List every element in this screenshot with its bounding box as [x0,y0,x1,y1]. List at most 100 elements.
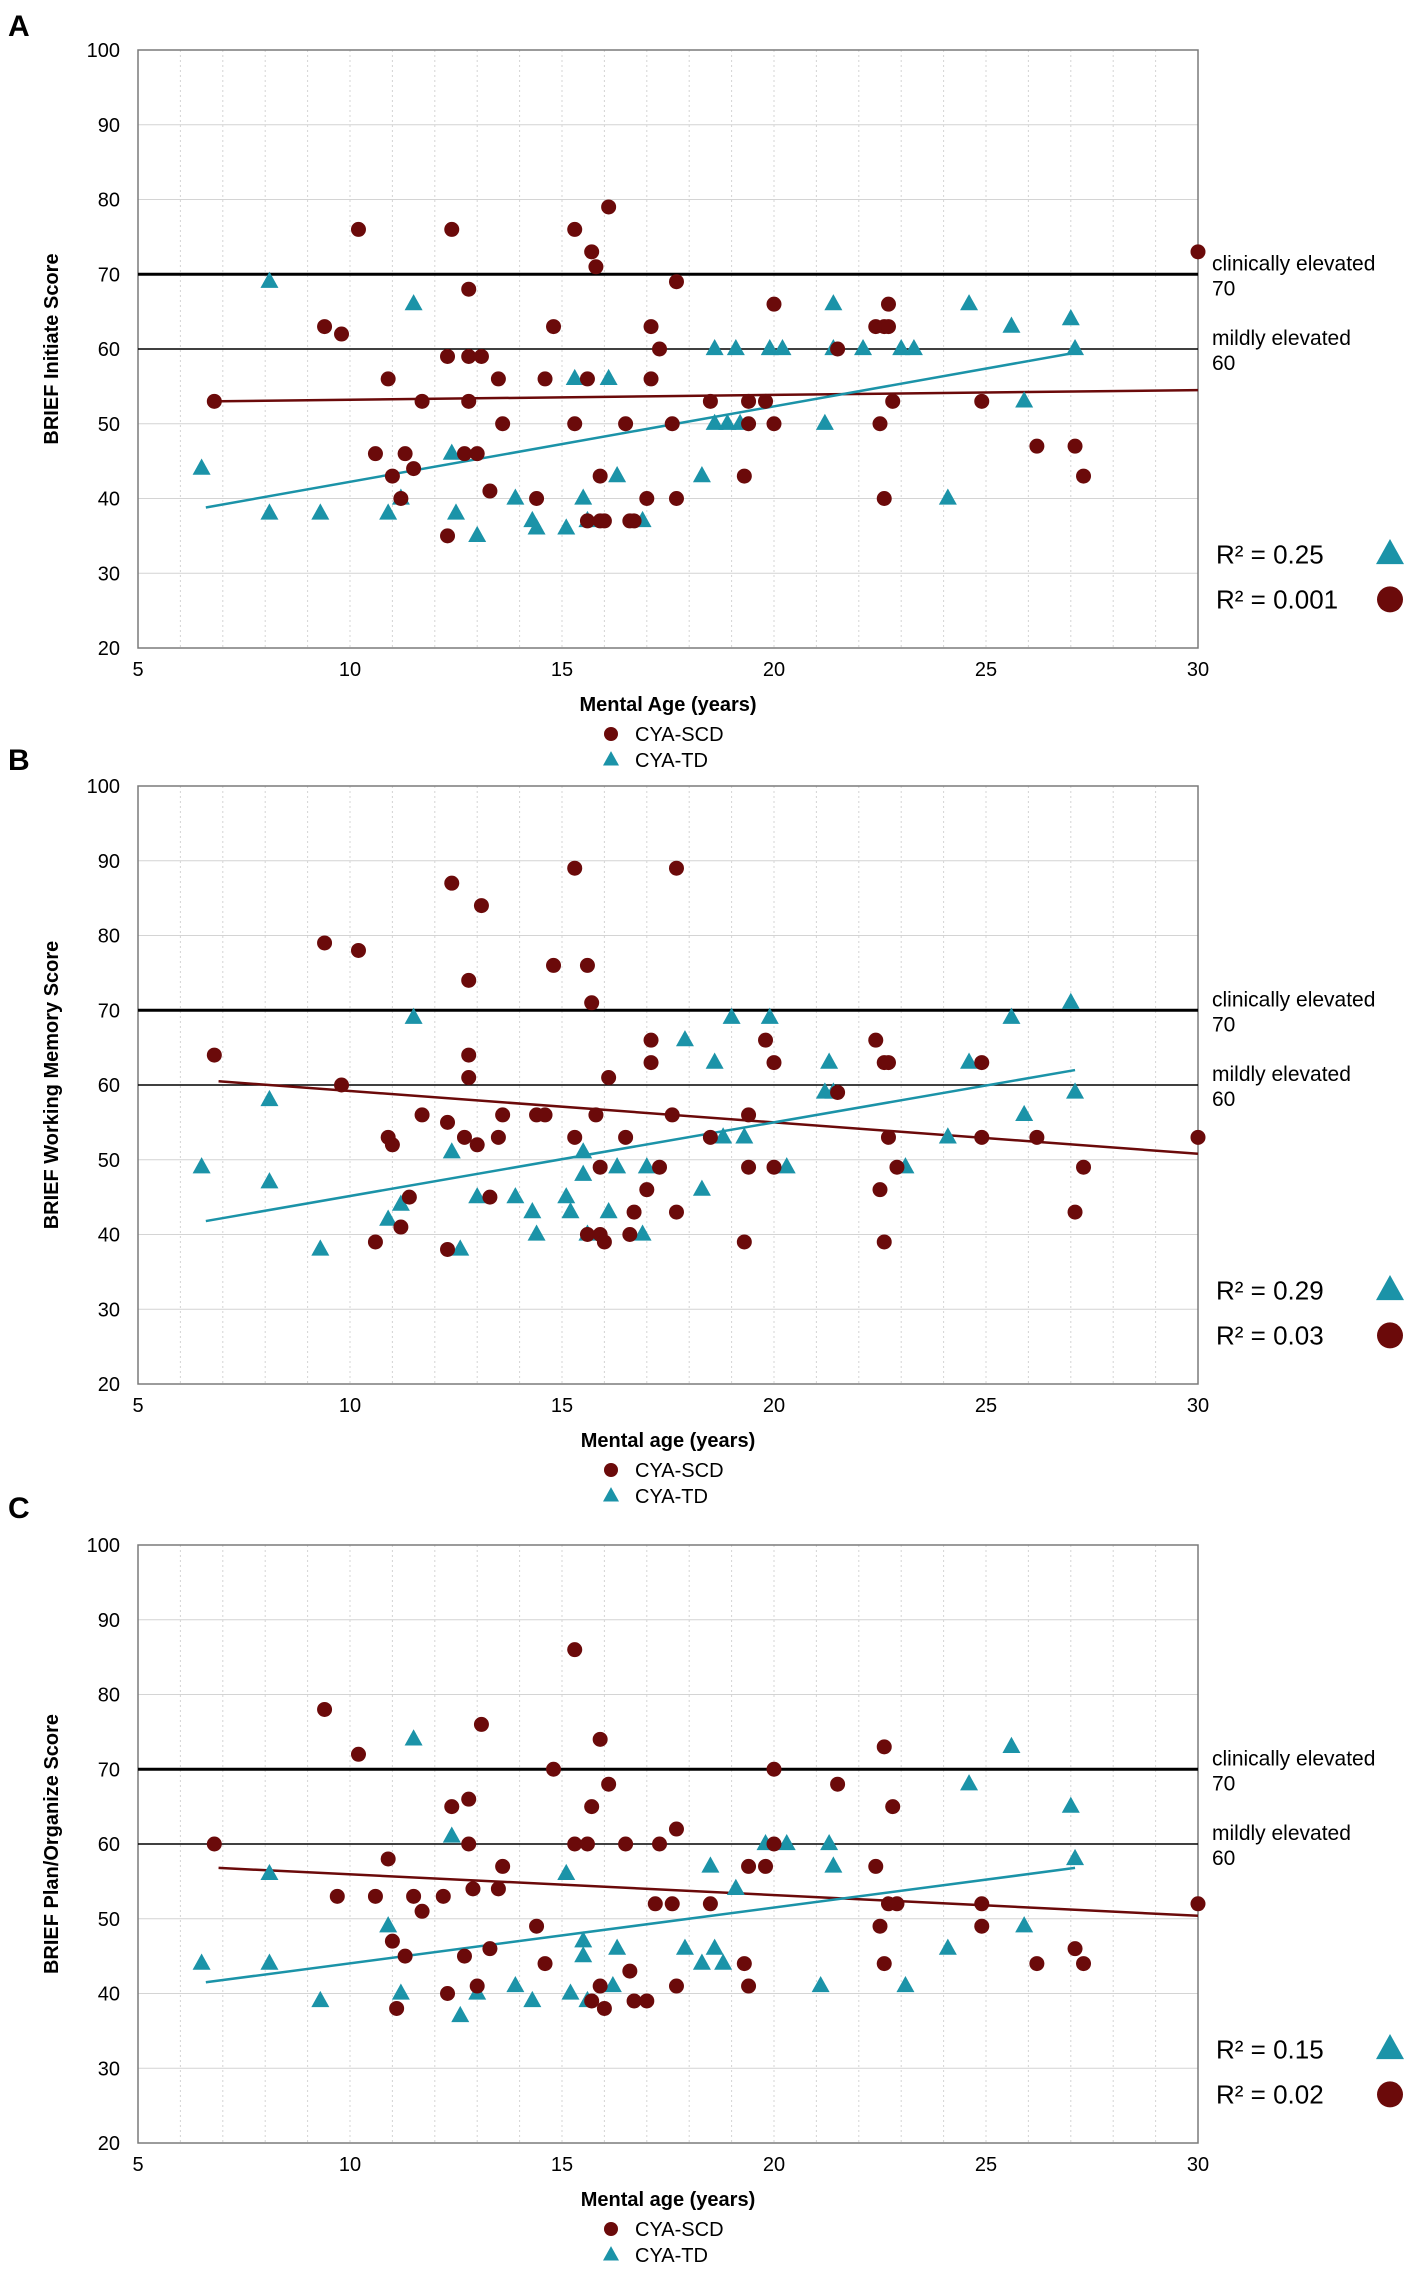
point-cya-scd [885,1799,901,1815]
y-tick-label: 30 [98,563,120,585]
point-cya-scd [584,1799,600,1815]
legend-label-cya-scd: CYA-SCD [635,2219,724,2241]
point-cya-scd [626,1204,642,1220]
point-cya-td [260,503,279,520]
point-cya-td [451,2005,470,2023]
point-cya-scd [592,1731,608,1747]
point-cya-scd [350,942,366,958]
point-cya-scd [766,416,782,432]
point-cya-scd [469,446,485,462]
grid [138,1545,1198,2143]
point-cya-scd [406,461,422,477]
point-cya-scd [393,1219,409,1235]
point-cya-td [608,1157,627,1174]
point-cya-scd [579,513,595,529]
point-cya-td [692,1179,711,1196]
point-cya-td [260,271,279,288]
point-cya-td [391,1983,410,2000]
point-cya-scd [626,513,642,529]
y-tick-label: 90 [98,1610,120,1632]
reference-value-60: 60 [1212,1847,1235,1870]
x-tick-label: 25 [975,659,997,681]
point-cya-scd [482,1941,498,1957]
point-cya-scd [367,1234,383,1250]
point-cya-scd [880,296,896,312]
point-cya-td [599,1202,618,1219]
point-cya-td [773,338,792,356]
point-cya-scd [1076,1159,1092,1175]
point-cya-td [447,503,465,520]
point-cya-td [726,338,745,356]
point-cya-scd [664,1896,680,1912]
point-cya-td [714,1127,733,1144]
point-cya-scd [601,199,617,215]
point-cya-td [442,1142,461,1159]
r2-label-cya-td: R² = 0.25 [1216,540,1324,570]
trend-line-cya-td [205,1866,1076,1984]
point-cya-scd [668,491,684,506]
x-axis-title: Mental Age (years) [579,694,756,716]
r-squared-labels: R² = 0.25 R² = 0.001 [1216,538,1404,614]
point-cya-td [608,1938,627,1955]
point-cya-scd [495,1107,511,1123]
point-cya-scd [384,1933,400,1949]
point-cya-td [722,1007,741,1024]
r2-label-cya-scd: R² = 0.03 [1216,1320,1324,1350]
y-tick-label: 50 [98,1909,120,1931]
point-cya-scd [334,326,350,342]
legend-marker-cya-scd [604,2222,618,2236]
point-cya-td [404,1007,423,1024]
point-cya-scd [401,1189,417,1205]
point-cya-scd [702,1129,718,1145]
r-squared-labels: R² = 0.15 R² = 0.02 [1216,2033,1404,2109]
point-cya-td [960,1774,979,1791]
point-cya-scd [317,935,333,951]
y-tick-label: 80 [98,190,120,212]
point-cya-td [527,518,546,535]
y-tick-label: 20 [98,638,120,660]
point-cya-td [561,1202,580,1219]
point-cya-td [705,413,724,430]
x-tick-label: 10 [339,659,361,681]
x-axis-title: Mental age (years) [581,2189,756,2211]
point-cya-scd [652,1159,668,1175]
point-cya-td [557,518,576,535]
r2-marker-cya-scd [1377,1322,1403,1349]
x-tick-label: 25 [975,1395,997,1417]
point-cya-scd [652,341,668,357]
point-cya-scd [456,1129,472,1145]
point-cya-scd [880,1055,896,1071]
panel-label: A [8,10,30,43]
point-cya-scd [529,1918,545,1934]
point-cya-td [527,1224,546,1241]
point-cya-td [311,1990,330,2008]
reference-value-70: 70 [1212,1772,1235,1795]
point-cya-scd [567,860,583,876]
reference-value-60: 60 [1212,1088,1235,1111]
point-cya-scd [461,281,477,297]
point-cya-scd [618,1836,634,1852]
point-cya-scd [639,1993,655,2009]
point-cya-scd [830,1084,846,1100]
trend-line-cya-scd [218,1866,1199,1918]
point-cya-td [599,368,618,386]
legend: CYA-SCD CYA-TD [603,2219,724,2267]
point-cya-scd [461,1836,477,1852]
legend-label-cya-td: CYA-TD [635,1486,708,1508]
point-cya-scd [766,1761,782,1777]
point-cya-scd [469,1137,485,1153]
point-cya-scd [579,1227,595,1242]
point-cya-scd [367,446,383,462]
point-cya-scd [397,1948,413,1964]
point-cya-scd [889,1896,905,1912]
point-cya-scd [618,1129,634,1145]
x-tick-label: 5 [132,2154,143,2176]
point-cya-scd [588,1107,604,1123]
x-tick-label: 30 [1187,1395,1209,1417]
point-cya-scd [758,1032,774,1048]
point-cya-scd [766,1055,782,1071]
point-cya-scd [596,513,612,529]
point-cya-td [574,1164,593,1181]
point-cya-td [192,1953,211,1970]
point-cya-td [442,443,461,460]
